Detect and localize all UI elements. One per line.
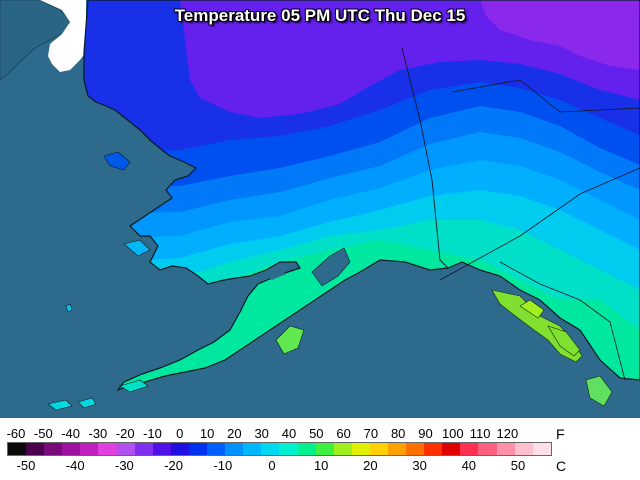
color-swatch <box>333 443 352 455</box>
fahrenheit-tick-label: -20 <box>115 426 135 441</box>
celsius-tick-label: 30 <box>412 458 427 473</box>
fahrenheit-tick-label: 80 <box>390 426 406 441</box>
color-swatch <box>188 443 208 455</box>
color-swatch <box>351 443 370 455</box>
fahrenheit-tick-label: 0 <box>176 426 184 441</box>
color-swatch <box>496 443 515 455</box>
color-swatch <box>62 443 81 455</box>
fahrenheit-tick-label: 50 <box>309 426 324 441</box>
celsius-tick-label: -40 <box>65 458 85 473</box>
canada-border <box>401 47 449 269</box>
fahrenheit-tick-label: -30 <box>88 426 108 441</box>
color-swatch <box>134 443 153 455</box>
fahrenheit-tick-label: 10 <box>199 426 215 441</box>
fahrenheit-tick-label: 70 <box>363 426 379 441</box>
color-swatch <box>514 443 533 455</box>
celsius-unit-label: C <box>556 458 567 474</box>
color-swatch <box>80 443 99 455</box>
aleutian-3 <box>119 379 149 393</box>
celsius-tick-label: 20 <box>363 458 378 473</box>
color-swatch <box>225 443 244 455</box>
province-border <box>451 79 640 113</box>
temperature-map <box>0 0 640 418</box>
color-swatch <box>424 443 443 455</box>
celsius-tick-label: 40 <box>461 458 477 473</box>
st-lawrence-island <box>103 151 131 171</box>
color-swatch <box>460 443 479 455</box>
color-swatch <box>98 443 117 455</box>
celsius-tick-label: -50 <box>16 458 36 473</box>
color-swatch <box>44 443 63 455</box>
fahrenheit-tick-label: -40 <box>61 426 80 441</box>
aleutian-2 <box>77 397 97 409</box>
color-swatch <box>8 443 27 455</box>
fahrenheit-tick-label: 40 <box>281 426 297 441</box>
celsius-tick-label: 0 <box>268 458 276 473</box>
color-swatch <box>297 443 316 455</box>
color-swatch <box>478 443 497 455</box>
color-swatch <box>170 443 189 455</box>
color-swatch <box>387 443 407 455</box>
celsius-tick-label: -30 <box>114 458 134 473</box>
fahrenheit-tick-label: -10 <box>143 426 162 441</box>
kodiak-island <box>275 325 305 355</box>
fahrenheit-unit-label: F <box>556 426 565 442</box>
province-border-3 <box>499 261 626 381</box>
russia-land <box>0 0 71 81</box>
color-swatch <box>207 443 226 455</box>
fahrenheit-tick-label: 90 <box>418 426 433 441</box>
russia-white-area <box>40 0 86 72</box>
color-swatch <box>279 443 298 455</box>
celsius-tick-label: -10 <box>213 458 233 473</box>
color-swatch <box>261 443 280 455</box>
aleutian-1 <box>47 399 73 411</box>
cook-inlet <box>311 247 351 287</box>
color-swatch <box>532 443 551 455</box>
color-swatch <box>116 443 135 455</box>
fahrenheit-tick-label: -60 <box>6 426 26 441</box>
color-swatch <box>243 443 262 455</box>
fahrenheit-tick-label: 100 <box>441 426 464 441</box>
color-swatch <box>442 443 461 455</box>
color-swatch <box>26 443 45 455</box>
lake-iliamna <box>262 268 286 280</box>
panhandle-islands <box>491 289 613 407</box>
map-title: Temperature 05 PM UTC Thu Dec 15 <box>174 6 466 25</box>
fahrenheit-tick-label: 110 <box>469 426 491 441</box>
fahrenheit-tick-label: 30 <box>254 426 269 441</box>
islands <box>47 151 305 411</box>
celsius-tick-label: 10 <box>313 458 329 473</box>
color-swatch <box>369 443 388 455</box>
fahrenheit-tick-label: 120 <box>496 426 519 441</box>
fahrenheit-tick-label: -50 <box>33 426 53 441</box>
province-border-2 <box>439 167 640 281</box>
pribilof <box>65 303 73 313</box>
fahrenheit-tick-label: 20 <box>227 426 242 441</box>
celsius-tick-label: -20 <box>164 458 183 473</box>
temperature-legend: -60 -50 -40 -30 -20 -10 0 10 20 30 40 50 60 70 80 90 100… <box>0 418 640 480</box>
fahrenheit-tick-label: 60 <box>336 426 351 441</box>
color-swatch <box>406 443 425 455</box>
color-swatch <box>152 443 171 455</box>
celsius-tick-label: 50 <box>510 458 526 473</box>
color-scale-bar <box>7 442 552 456</box>
nunivak-island <box>123 239 151 257</box>
color-swatch <box>315 443 334 455</box>
alaska-coastline <box>83 0 640 392</box>
